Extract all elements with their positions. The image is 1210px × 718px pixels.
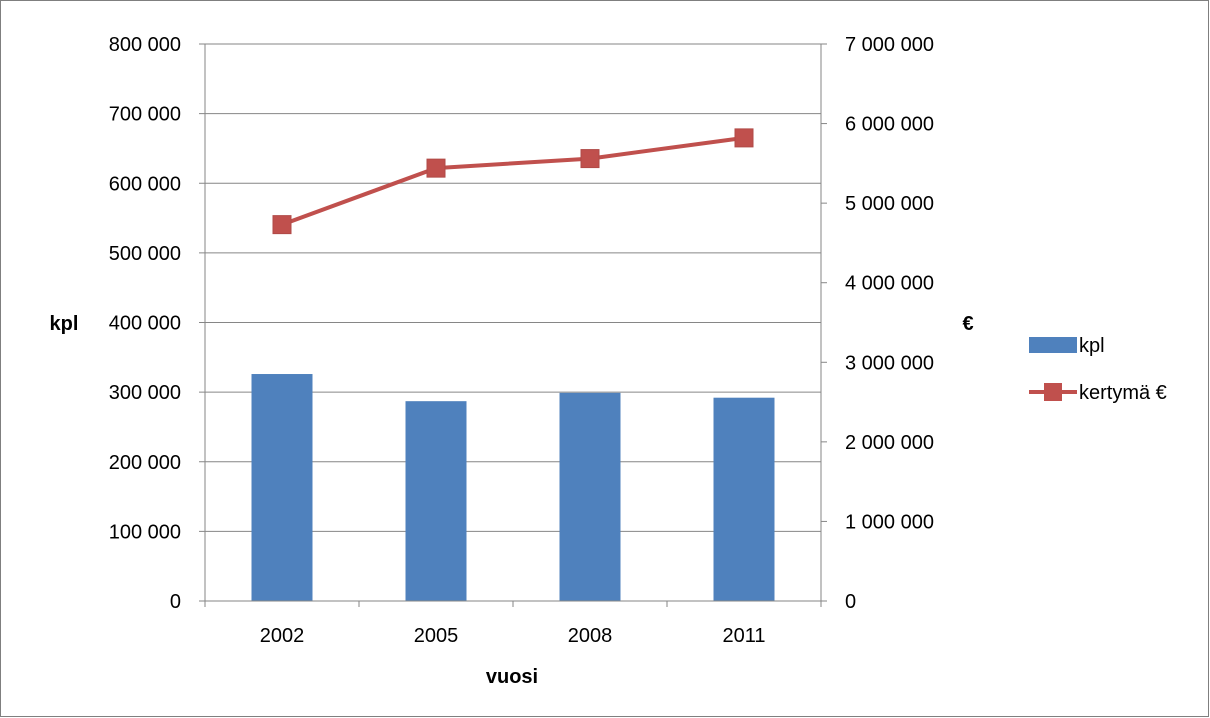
bar (251, 374, 313, 601)
y-tick-label: 0 (170, 591, 181, 613)
y-tick-label: 300 000 (109, 382, 181, 404)
y-tick-label: 100 000 (109, 521, 181, 543)
y2-tick-label: 4 000 000 (845, 273, 934, 295)
legend-label: kpl (1079, 335, 1105, 357)
bar (405, 401, 467, 601)
y2-tick-label: 5 000 000 (845, 193, 934, 215)
x-tick-label: 2008 (568, 625, 613, 647)
x-tick-label: 2011 (722, 625, 765, 647)
y2-tick-label: 7 000 000 (845, 34, 934, 56)
bar (713, 397, 775, 601)
y-tick-label: 400 000 (109, 313, 181, 335)
y-tick-label: 800 000 (109, 34, 181, 56)
bar-series (251, 374, 775, 601)
x-tick-label: 2002 (260, 625, 305, 647)
x-tick-label: 2005 (414, 625, 459, 647)
y-tick-label: 500 000 (109, 243, 181, 265)
legend: kpl kertymä € (1029, 335, 1167, 404)
y2-tick-label: 1 000 000 (845, 511, 934, 533)
legend-swatch-marker (1044, 383, 1062, 401)
axes (199, 43, 827, 607)
y-tick-label: 600 000 (109, 173, 181, 195)
line-series (272, 128, 754, 235)
line-marker (580, 149, 600, 169)
line-marker (272, 215, 292, 235)
y2-tick-label: 3 000 000 (845, 352, 934, 374)
y-tick-label: 200 000 (109, 452, 181, 474)
y2-tick-label: 0 (845, 591, 856, 613)
y-axis-title: kpl (50, 313, 79, 335)
y2-tick-label: 6 000 000 (845, 114, 934, 136)
bar (559, 392, 621, 601)
line-marker (426, 158, 446, 178)
y2-tick-label: 2 000 000 (845, 432, 934, 454)
legend-label: kertymä € (1079, 382, 1167, 404)
legend-swatch-bar (1029, 337, 1077, 353)
y2-axis-title: € (962, 313, 973, 335)
series-line (281, 135, 745, 227)
x-axis-title: vuosi (486, 666, 538, 688)
tick-labels: 0 100 000 200 000 300 000 400 000 500 000 600 … (109, 34, 934, 647)
y-tick-label: 700 000 (109, 104, 181, 126)
line-marker (734, 128, 754, 148)
